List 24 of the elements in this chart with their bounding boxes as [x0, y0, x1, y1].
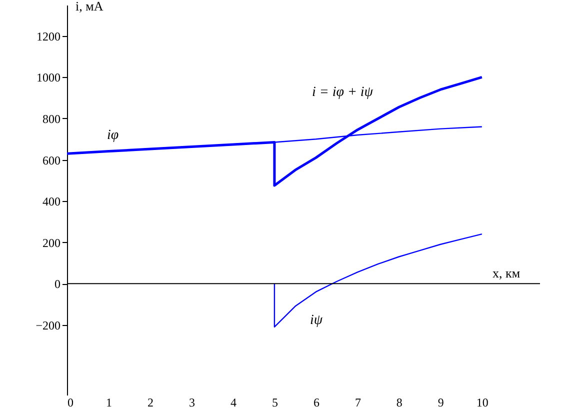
y-tick-label: −200: [36, 318, 60, 332]
x-tick-label: 4: [230, 396, 236, 410]
x-tick-label: 5: [272, 396, 278, 410]
x-tick-label: 6: [313, 396, 320, 410]
x-tick-label: 2: [147, 396, 154, 410]
y-axis-title: i, мА: [76, 0, 104, 14]
y-tick-label: 800: [42, 112, 60, 126]
y-tick-label: 200: [42, 236, 60, 250]
x-axis-title: x, км: [492, 266, 520, 280]
x-tick-label: 9: [438, 396, 444, 410]
y-tick-label: 400: [42, 194, 60, 209]
x-tick-label: 10: [476, 396, 488, 410]
x-tick-label: 0: [68, 396, 74, 410]
y-tick-label: 1200: [36, 29, 60, 44]
x-tick-label: 8: [396, 396, 402, 410]
annotation: iψ: [310, 313, 323, 328]
x-tick-label: 3: [188, 396, 195, 410]
annotation: i = iφ + iψ: [312, 85, 374, 100]
y-tick-label: 600: [42, 153, 60, 168]
y-tick-label: 0: [54, 277, 60, 292]
x-tick-label: 1: [106, 396, 112, 410]
y-tick-label: 1000: [36, 70, 60, 85]
annotation: iφ: [107, 128, 119, 143]
x-tick-label: 7: [354, 396, 361, 410]
